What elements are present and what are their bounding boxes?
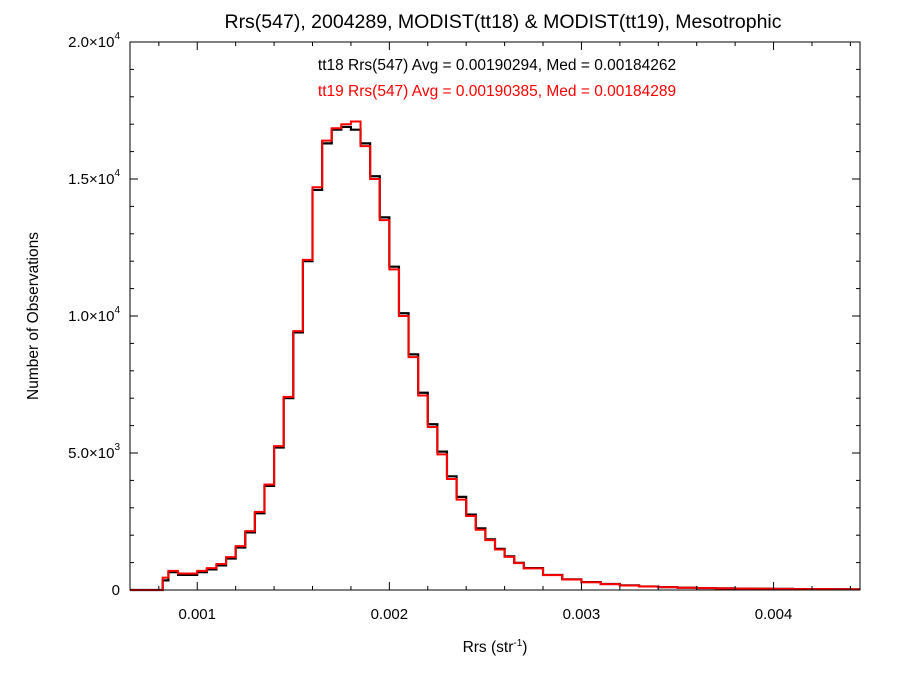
chart-title: Rrs(547), 2004289, MODIST(tt18) & MODIST… bbox=[224, 11, 781, 33]
series-tt18-line bbox=[130, 125, 860, 592]
x-tick-label: 0.004 bbox=[755, 606, 793, 623]
ticks-layer: 0.001 0.002 0.003 0.004 0 5.0×103 1.0×104 1.5×1… bbox=[68, 31, 860, 623]
y-tick-label: 1.5×104 bbox=[68, 168, 120, 188]
x-tick-label: 0.003 bbox=[563, 606, 601, 623]
y-tick-label: 0 bbox=[112, 582, 120, 599]
x-tick-label: 0.002 bbox=[371, 606, 409, 623]
y-tick-label: 2.0×104 bbox=[68, 31, 120, 51]
y-tick-label: 1.0×104 bbox=[68, 305, 120, 325]
y-tick-label: 5.0×103 bbox=[68, 442, 120, 462]
plot-frame bbox=[129, 41, 861, 591]
y-axis-label: Number of Observations bbox=[25, 232, 42, 400]
x-axis-label: Rrs (str-1) bbox=[463, 638, 528, 656]
annotation-tt19: tt19 Rrs(547) Avg = 0.00190385, Med = 0.… bbox=[318, 83, 676, 100]
annotation-tt18: tt18 Rrs(547) Avg = 0.00190294, Med = 0.… bbox=[318, 57, 676, 74]
series-tt19-line bbox=[130, 120, 860, 591]
series-layer bbox=[130, 120, 860, 592]
x-tick-label: 0.001 bbox=[178, 606, 216, 623]
